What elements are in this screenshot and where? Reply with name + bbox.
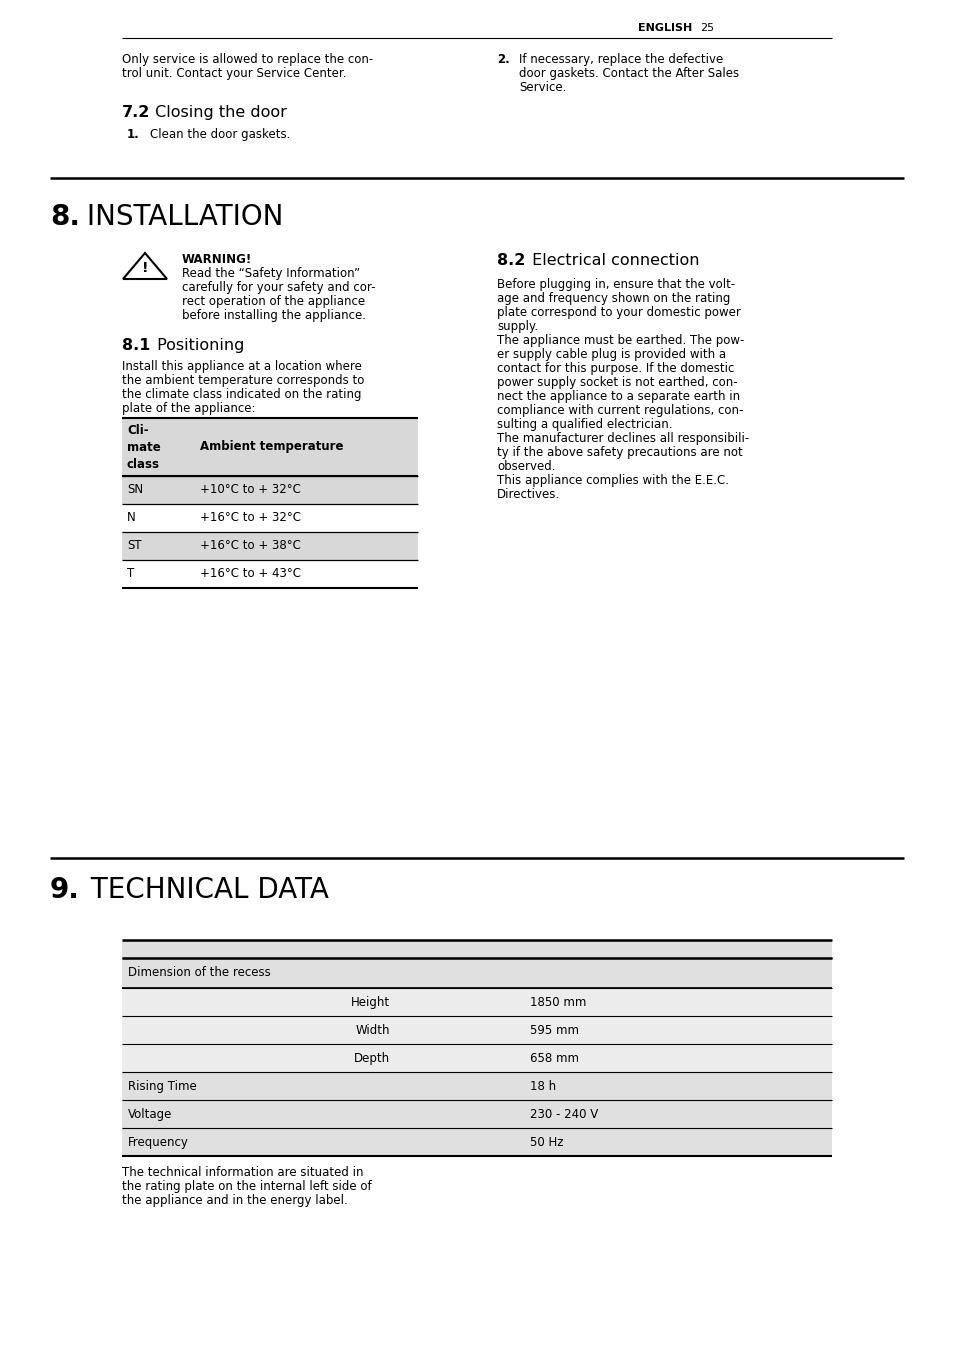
Text: trol unit. Contact your Service Center.: trol unit. Contact your Service Center. [122,68,346,80]
Text: Voltage: Voltage [128,1109,172,1121]
Text: N: N [127,511,135,525]
Text: contact for this purpose. If the domestic: contact for this purpose. If the domesti… [497,362,734,375]
Text: +16°C to + 43°C: +16°C to + 43°C [200,566,301,580]
Text: er supply cable plug is provided with a: er supply cable plug is provided with a [497,347,725,361]
Text: observed.: observed. [497,460,555,473]
Bar [122,1044,831,1072]
Text: door gaskets. Contact the After Sales: door gaskets. Contact the After Sales [518,68,739,80]
Text: Read the “Safety Information”: Read the “Safety Information” [182,266,359,280]
Text: Dimension of the recess: Dimension of the recess [128,965,271,979]
Text: 595 mm: 595 mm [530,1023,578,1037]
Text: 50 Hz: 50 Hz [530,1136,563,1149]
Bar [122,531,417,560]
Text: SN: SN [127,483,143,496]
Text: carefully for your safety and cor-: carefully for your safety and cor- [182,281,375,293]
Text: sulting a qualified electrician.: sulting a qualified electrician. [497,418,672,431]
Text: +16°C to + 32°C: +16°C to + 32°C [200,511,301,525]
Text: power supply socket is not earthed, con-: power supply socket is not earthed, con- [497,376,737,389]
Text: Rising Time: Rising Time [128,1080,196,1092]
Text: Electrical connection: Electrical connection [526,253,699,268]
Bar [122,988,831,1015]
Text: ty if the above safety precautions are not: ty if the above safety precautions are n… [497,446,742,458]
Text: The manufacturer declines all responsibili-: The manufacturer declines all responsibi… [497,433,748,445]
Text: 9.: 9. [50,876,80,904]
Text: nect the appliance to a separate earth in: nect the appliance to a separate earth i… [497,389,740,403]
Text: the appliance and in the energy label.: the appliance and in the energy label. [122,1194,348,1207]
Text: Directives.: Directives. [497,488,559,502]
Bar [122,959,831,988]
Text: +16°C to + 38°C: +16°C to + 38°C [200,539,300,552]
Text: 8.1: 8.1 [122,338,151,353]
Bar [122,476,417,504]
Text: Depth: Depth [354,1052,390,1065]
Bar [122,1072,831,1101]
Text: 25: 25 [700,23,714,32]
Text: T: T [127,566,134,580]
Text: Ambient temperature: Ambient temperature [200,439,343,453]
Text: 7.2: 7.2 [122,105,151,120]
Text: Width: Width [355,1023,390,1037]
Text: 1.: 1. [127,128,139,141]
Text: Height: Height [351,996,390,1009]
Text: Before plugging in, ensure that the volt-: Before plugging in, ensure that the volt… [497,279,735,291]
Bar [122,418,417,476]
Text: Clean the door gaskets.: Clean the door gaskets. [150,128,290,141]
Text: ENGLISH: ENGLISH [638,23,691,32]
Text: 658 mm: 658 mm [530,1052,578,1065]
Text: 2.: 2. [497,53,509,66]
Text: INSTALLATION: INSTALLATION [78,203,283,231]
Text: This appliance complies with the E.E.C.: This appliance complies with the E.E.C. [497,475,728,487]
Text: +10°C to + 32°C: +10°C to + 32°C [200,483,300,496]
Text: !: ! [142,261,148,274]
Text: 1850 mm: 1850 mm [530,996,586,1009]
Text: plate of the appliance:: plate of the appliance: [122,402,255,415]
Bar [122,1128,831,1156]
Text: 8.: 8. [50,203,80,231]
Text: If necessary, replace the defective: If necessary, replace the defective [518,53,722,66]
Text: the climate class indicated on the rating: the climate class indicated on the ratin… [122,388,361,402]
Text: TECHNICAL DATA: TECHNICAL DATA [82,876,329,904]
Text: The technical information are situated in: The technical information are situated i… [122,1165,363,1179]
Text: Frequency: Frequency [128,1136,189,1149]
Text: the ambient temperature corresponds to: the ambient temperature corresponds to [122,375,364,387]
Text: ST: ST [127,539,141,552]
Text: Positioning: Positioning [152,338,244,353]
Text: plate correspond to your domestic power: plate correspond to your domestic power [497,306,740,319]
Text: supply.: supply. [497,320,537,333]
Text: rect operation of the appliance: rect operation of the appliance [182,295,365,308]
Text: Only service is allowed to replace the con-: Only service is allowed to replace the c… [122,53,373,66]
Bar [122,1015,831,1044]
Text: before installing the appliance.: before installing the appliance. [182,310,366,322]
Bar [122,940,831,959]
Text: The appliance must be earthed. The pow-: The appliance must be earthed. The pow- [497,334,743,347]
Text: Cli-
mate
class: Cli- mate class [127,425,161,470]
Text: compliance with current regulations, con-: compliance with current regulations, con… [497,404,742,416]
Text: age and frequency shown on the rating: age and frequency shown on the rating [497,292,730,306]
Text: 8.2: 8.2 [497,253,525,268]
Text: 18 h: 18 h [530,1080,556,1092]
Text: Closing the door: Closing the door [150,105,287,120]
Text: Install this appliance at a location where: Install this appliance at a location whe… [122,360,361,373]
Bar [122,1101,831,1128]
Text: 230 - 240 V: 230 - 240 V [530,1109,598,1121]
Text: the rating plate on the internal left side of: the rating plate on the internal left si… [122,1180,372,1192]
Text: WARNING!: WARNING! [182,253,252,266]
Text: Service.: Service. [518,81,566,95]
